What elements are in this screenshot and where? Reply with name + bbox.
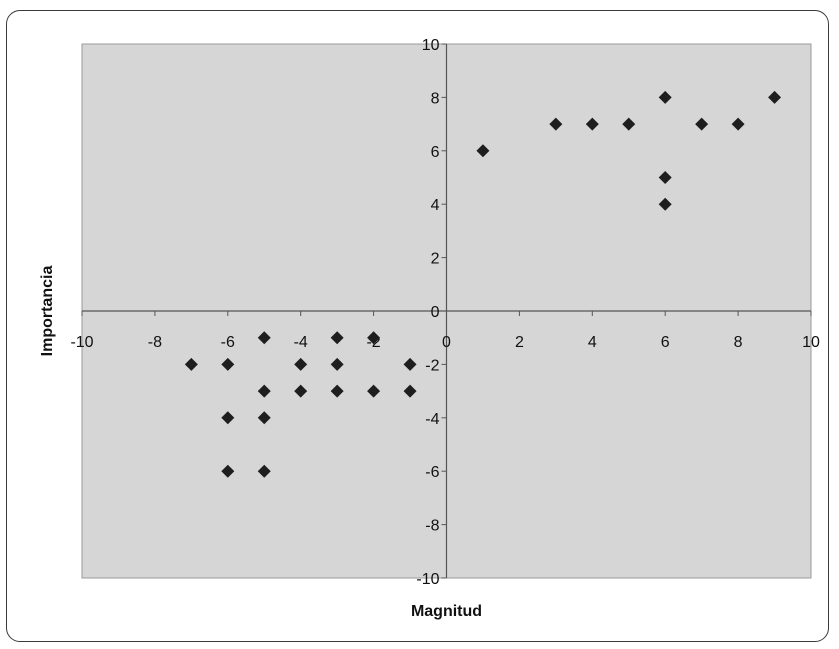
data-point [549,117,563,131]
y-tick-label: -4 [425,411,439,428]
data-point [658,90,672,104]
data-point [585,117,599,131]
data-point [330,384,344,398]
y-tick-label: 6 [431,144,440,161]
x-tick-label: 0 [442,334,451,351]
data-point [221,464,235,478]
data-point [221,411,235,425]
data-point [403,357,417,371]
data-point [622,117,636,131]
data-point [768,90,782,104]
data-point [695,117,709,131]
y-axis-title: Importancia [39,266,56,357]
data-point [330,357,344,371]
data-point [367,384,381,398]
data-point [221,357,235,371]
data-point [184,357,198,371]
data-point [367,331,381,345]
y-tick-label: 8 [431,90,440,107]
x-tick-label: 10 [802,334,820,351]
data-point [257,411,271,425]
y-tick-label: 10 [422,37,440,54]
data-point [731,117,745,131]
y-tick-label: -8 [425,518,439,535]
x-tick-label: 8 [734,334,743,351]
data-point [403,384,417,398]
data-point [294,357,308,371]
x-tick-label: 4 [588,334,597,351]
y-tick-label: 4 [431,197,440,214]
data-point [257,464,271,478]
y-tick-label: 0 [431,304,440,321]
data-point [330,331,344,345]
y-tick-label: 2 [431,251,440,268]
data-point [658,171,672,184]
data-points [184,90,782,478]
y-tick-label: -2 [425,357,439,374]
data-point [294,384,308,398]
y-tick-label: -10 [416,571,439,588]
data-point [476,144,490,158]
data-point [257,384,271,398]
y-tick-label: -6 [425,464,439,481]
x-tick-label: -8 [148,334,162,351]
data-point [658,197,672,211]
x-tick-label: 2 [515,334,524,351]
axes [81,43,812,579]
x-tick-label: -4 [294,334,308,351]
x-tick-label: -6 [221,334,235,351]
x-axis-title: Magnitud [411,603,482,620]
x-tick-label: -10 [70,334,93,351]
data-point [257,331,271,345]
x-tick-label: 6 [661,334,670,351]
